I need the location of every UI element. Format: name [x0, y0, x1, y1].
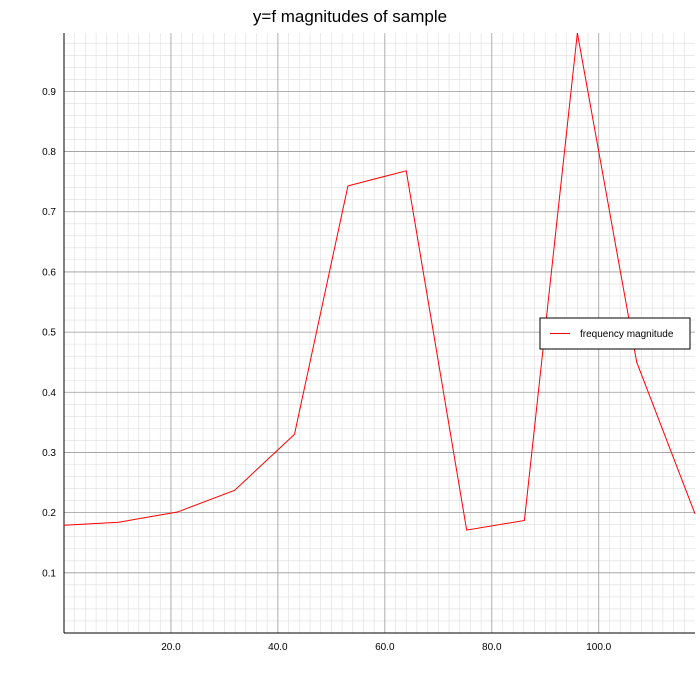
tick-labels: 20.0 40.0 60.0 80.0 100.0 0.1 0.2 0.3 0.4 0.5 0.6 0… — [42, 87, 612, 653]
y-tick-label: 0.1 — [42, 568, 56, 579]
series-line — [63, 32, 696, 531]
y-tick-label: 0.4 — [42, 388, 56, 399]
x-tick-label: 80.0 — [482, 642, 502, 653]
y-tick-label: 0.9 — [42, 87, 56, 98]
y-tick-label: 0.5 — [42, 328, 56, 339]
legend: frequency magnitude — [539, 317, 691, 350]
y-tick-label: 0.6 — [42, 267, 56, 278]
x-tick-label: 20.0 — [161, 642, 181, 653]
series-layer — [63, 32, 696, 531]
y-tick-label: 0.7 — [42, 207, 56, 218]
axes — [63, 33, 695, 634]
x-tick-label: 60.0 — [375, 642, 395, 653]
x-tick-label: 100.0 — [586, 642, 611, 653]
y-tick-label: 0.3 — [42, 448, 56, 459]
legend-label: frequency magnitude — [580, 329, 674, 340]
y-tick-label: 0.2 — [42, 508, 56, 519]
x-tick-label: 40.0 — [268, 642, 288, 653]
y-tick-label: 0.8 — [42, 147, 56, 158]
chart-title: y=f magnitudes of sample — [252, 7, 448, 26]
